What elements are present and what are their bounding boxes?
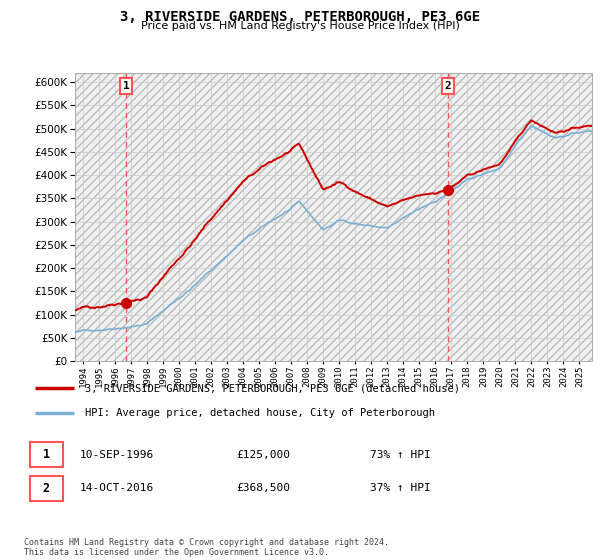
Text: 2: 2 — [43, 482, 50, 495]
Text: 73% ↑ HPI: 73% ↑ HPI — [370, 450, 431, 460]
Text: £125,000: £125,000 — [236, 450, 290, 460]
Text: 37% ↑ HPI: 37% ↑ HPI — [370, 483, 431, 493]
Text: Contains HM Land Registry data © Crown copyright and database right 2024.
This d: Contains HM Land Registry data © Crown c… — [24, 538, 389, 557]
Text: 14-OCT-2016: 14-OCT-2016 — [80, 483, 154, 493]
Text: 3, RIVERSIDE GARDENS, PETERBOROUGH, PE3 6GE (detached house): 3, RIVERSIDE GARDENS, PETERBOROUGH, PE3 … — [85, 383, 460, 393]
Text: 3, RIVERSIDE GARDENS, PETERBOROUGH, PE3 6GE: 3, RIVERSIDE GARDENS, PETERBOROUGH, PE3 … — [120, 10, 480, 24]
Text: 1: 1 — [123, 81, 130, 91]
Text: £368,500: £368,500 — [236, 483, 290, 493]
Bar — [29, 476, 63, 501]
Text: HPI: Average price, detached house, City of Peterborough: HPI: Average price, detached house, City… — [85, 408, 436, 418]
Text: 10-SEP-1996: 10-SEP-1996 — [80, 450, 154, 460]
Text: 2: 2 — [445, 81, 451, 91]
Bar — [29, 442, 63, 467]
Text: Price paid vs. HM Land Registry's House Price Index (HPI): Price paid vs. HM Land Registry's House … — [140, 21, 460, 31]
Text: 1: 1 — [43, 448, 50, 461]
